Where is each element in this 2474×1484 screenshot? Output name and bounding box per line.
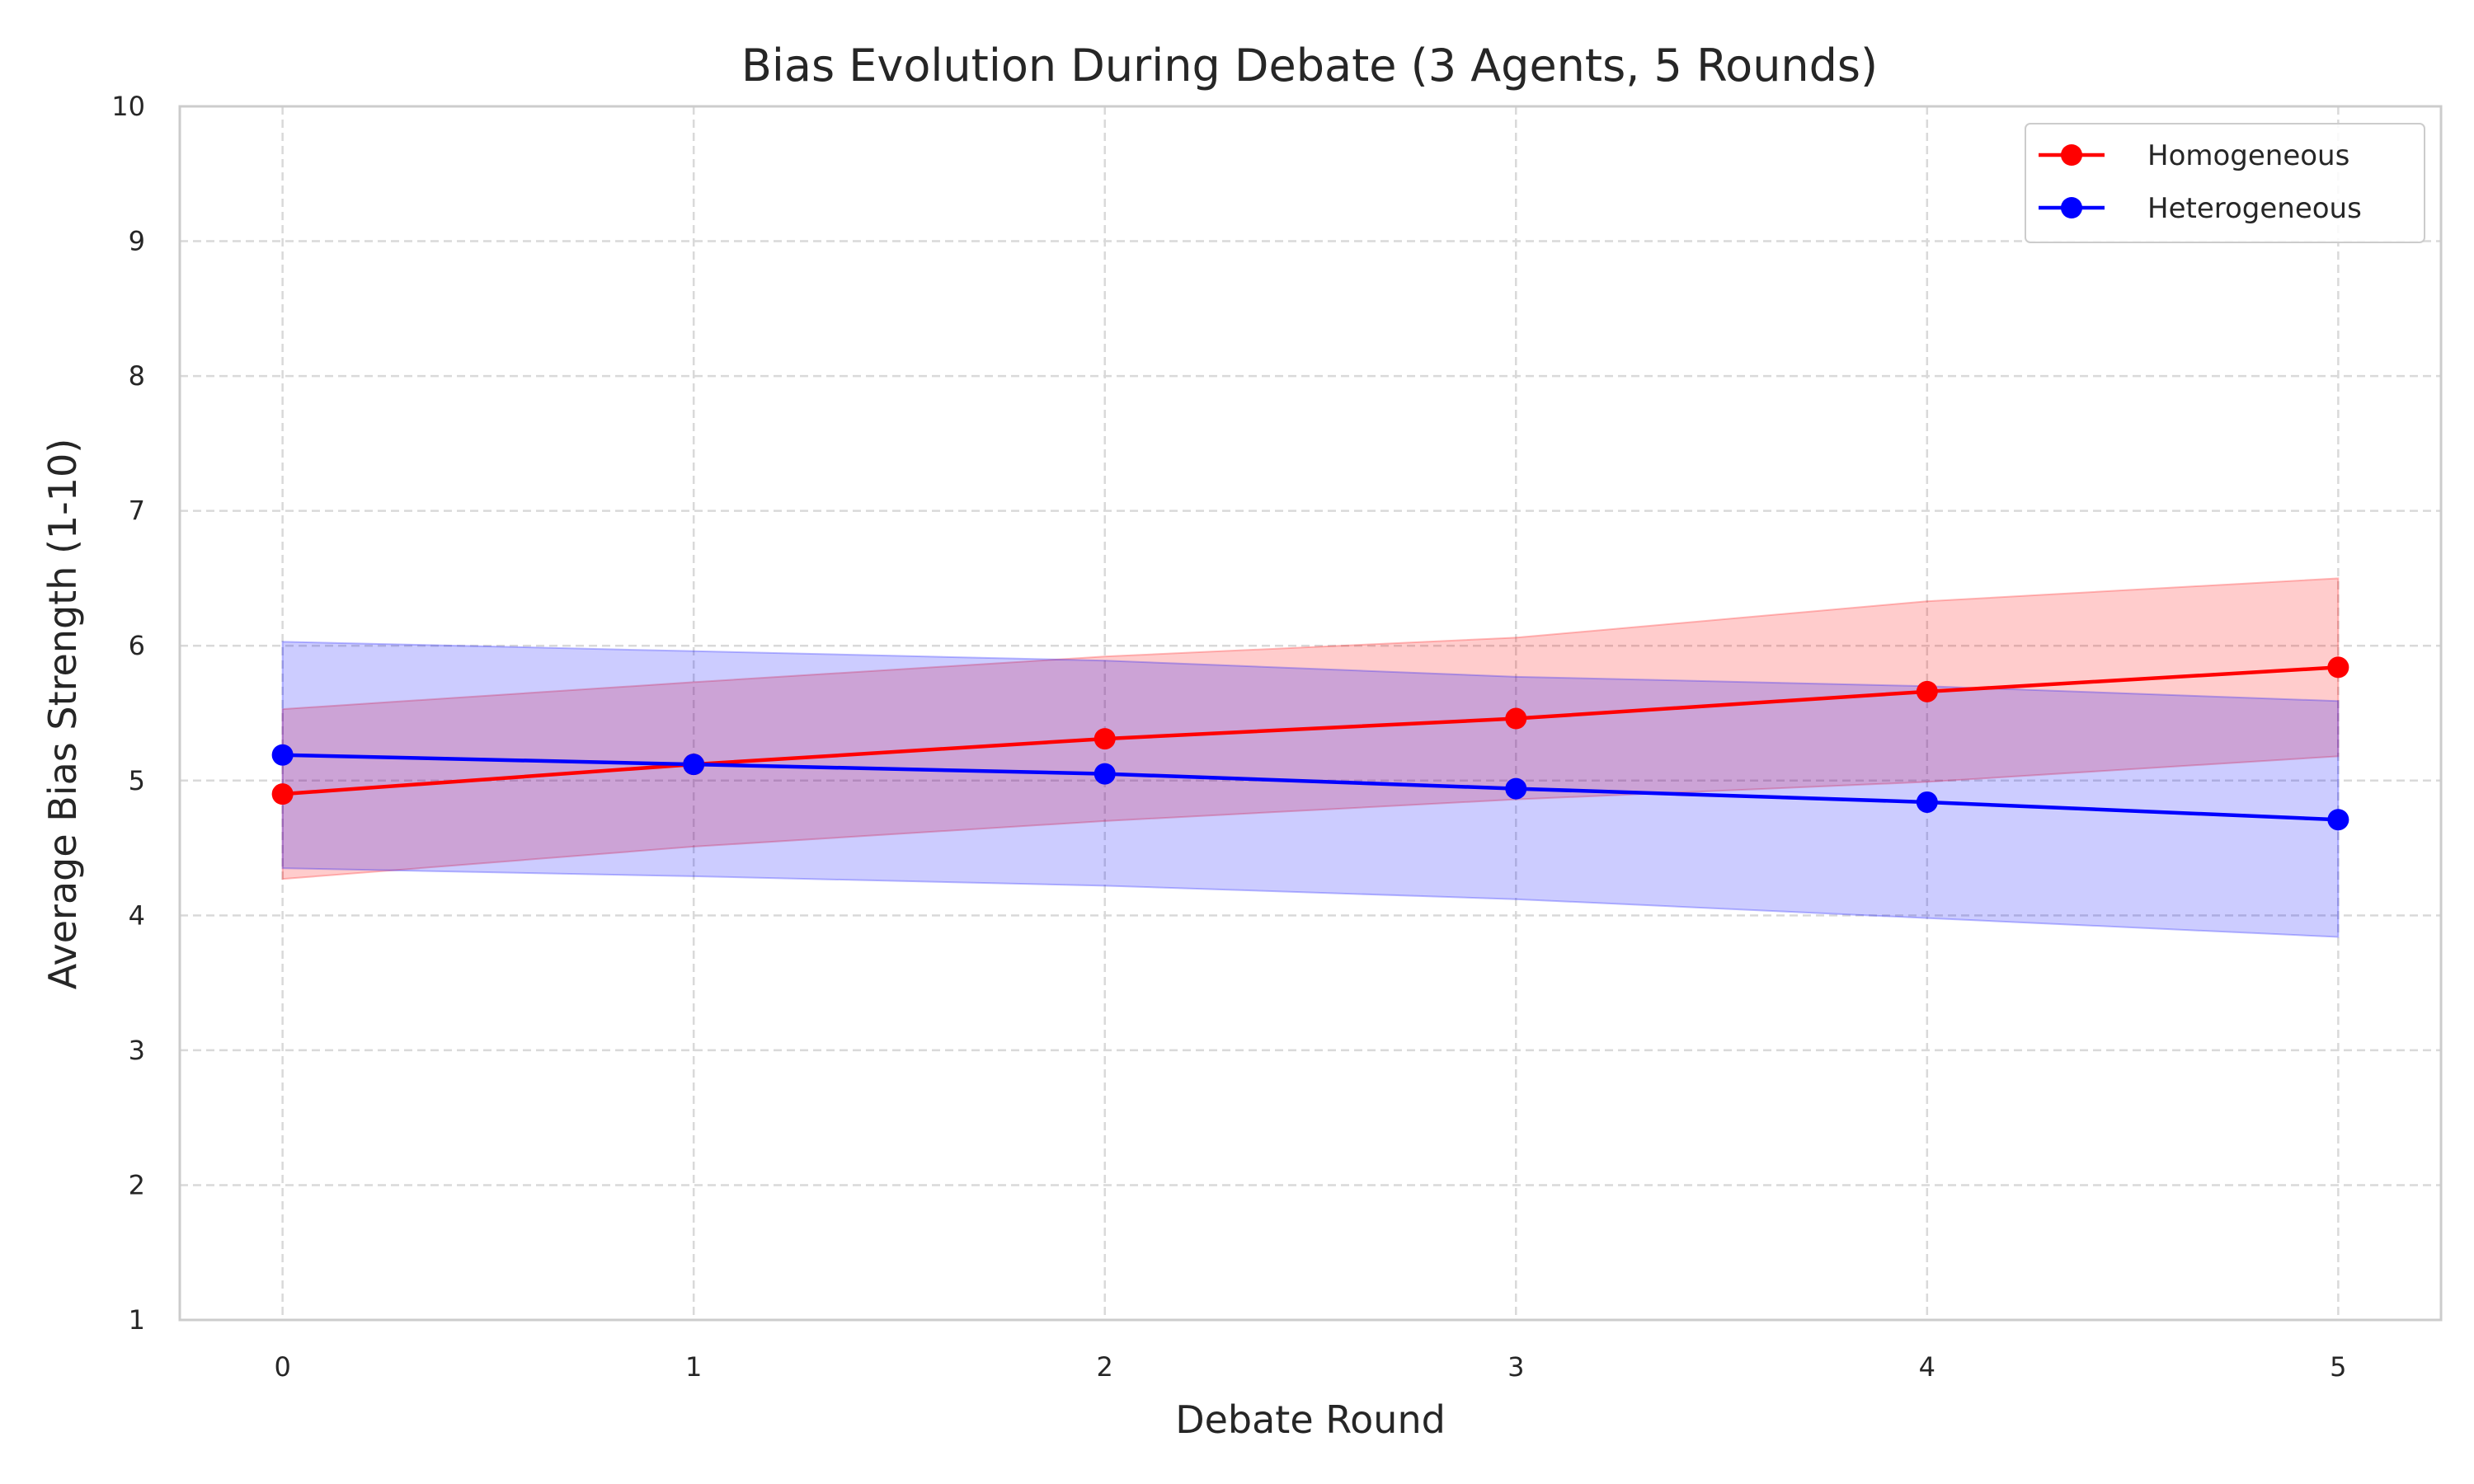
homogeneous-point xyxy=(271,783,294,805)
x-tick-label: 0 xyxy=(274,1351,290,1383)
homogeneous-point xyxy=(2327,656,2349,679)
y-tick-label: 5 xyxy=(129,765,145,796)
heterogeneous-point xyxy=(683,754,705,776)
heterogeneous-point xyxy=(1094,763,1116,785)
x-tick-label: 4 xyxy=(1919,1351,1935,1383)
y-tick-label: 3 xyxy=(129,1035,145,1066)
heterogeneous-point xyxy=(2327,809,2349,831)
y-tick-label: 8 xyxy=(129,360,145,392)
y-tick-label: 7 xyxy=(129,495,145,527)
x-axis-label: Debate Round xyxy=(1175,1397,1446,1442)
heterogeneous-point xyxy=(1505,777,1527,800)
y-tick-label: 9 xyxy=(129,226,145,257)
legend-homogeneous-marker xyxy=(2061,144,2082,166)
x-tick-label: 3 xyxy=(1507,1351,1524,1383)
x-tick-label: 2 xyxy=(1097,1351,1113,1383)
y-tick-label: 4 xyxy=(129,899,145,931)
heterogeneous-band xyxy=(281,641,2340,938)
x-tick-labels: 0 1 2 3 4 5 xyxy=(274,1351,2346,1383)
homogeneous-point xyxy=(1916,680,1938,702)
heterogeneous-point xyxy=(271,744,294,766)
homogeneous-line xyxy=(282,665,2339,796)
y-axis-label: Average Bias Strength (1-10) xyxy=(40,439,85,990)
legend: Homogeneous Heterogeneous xyxy=(2025,123,2425,243)
legend-homogeneous-label: Homogeneous xyxy=(2147,139,2349,172)
y-tick-label: 6 xyxy=(129,630,145,661)
heterogeneous-line xyxy=(282,753,2339,822)
legend-heterogeneous-marker xyxy=(2061,197,2082,218)
homogeneous-point xyxy=(1094,728,1116,750)
legend-heterogeneous-label: Heterogeneous xyxy=(2147,192,2362,225)
y-tick-labels: 1 2 3 4 5 6 7 8 9 10 xyxy=(111,91,145,1336)
y-tick-label: 2 xyxy=(129,1169,145,1200)
series-points xyxy=(271,656,2349,831)
plot-frame xyxy=(178,105,2443,1322)
homogeneous-point xyxy=(1505,707,1527,730)
heterogeneous-point xyxy=(1916,791,1938,813)
x-tick-label: 5 xyxy=(2330,1351,2346,1383)
series-lines xyxy=(282,665,2339,822)
y-tick-label: 10 xyxy=(111,91,145,122)
legend-box xyxy=(2025,123,2425,243)
chart-title: Bias Evolution During Debate (3 Agents, … xyxy=(741,40,1878,92)
x-tick-label: 1 xyxy=(685,1351,702,1383)
y-tick-label: 1 xyxy=(129,1304,145,1336)
